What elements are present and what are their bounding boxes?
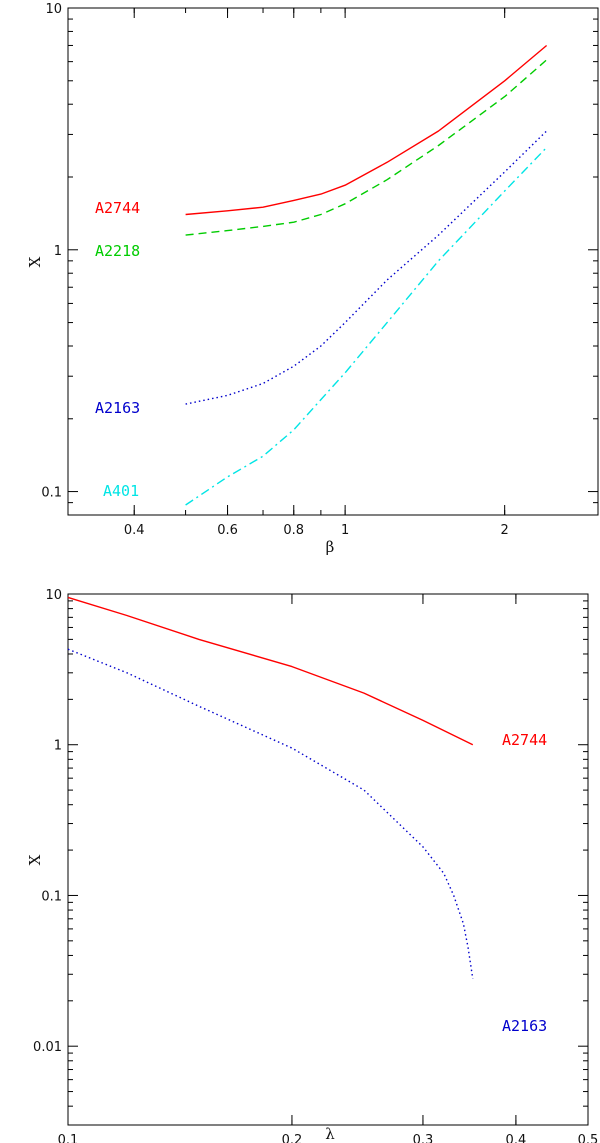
series-line-a2163: [185, 130, 548, 405]
series-label-a2163: A2163: [95, 399, 140, 417]
y-tick-label: 1: [54, 244, 62, 259]
x-tick-label: 0.1: [58, 1133, 79, 1143]
chart-panel-2: 0.01 0.1 1 10 0.1 0.2 0.3 0.4 0.5 Xλ A2744 A2163: [26, 588, 598, 1143]
series-label-a401: A401: [103, 482, 139, 500]
minor-ticks: [68, 594, 588, 1125]
y-tick-label: 10: [45, 2, 62, 17]
series-line-a2218: [185, 59, 548, 236]
x-tick-label: 0.8: [283, 523, 304, 538]
y-tick-label: 0.1: [41, 889, 62, 904]
y-tick-label: 0.1: [41, 486, 62, 501]
series-line-a2744: [67, 596, 474, 746]
series-label-a2744: A2744: [502, 731, 547, 749]
y-axis-label: X: [26, 256, 44, 267]
series-label-a2744: A2744: [95, 199, 140, 217]
x-axis-label: λ: [325, 1125, 335, 1143]
x-tick-label: 1: [341, 523, 349, 538]
x-tick-label: 0.5: [578, 1133, 599, 1143]
x-tick-label: 0.2: [282, 1133, 303, 1143]
minor-ticks: [67, 8, 598, 515]
series-line-a2163: [67, 648, 474, 979]
x-tick-label: 0.3: [413, 1133, 434, 1143]
y-tick-label: 1: [54, 739, 62, 754]
x-tick-label: 0.4: [506, 1133, 527, 1143]
chart-panel-1: 0.1 1 10 0.4 0.6 0.8 1 2 Xβ A2744 A2218 A2163 A401: [26, 2, 599, 556]
y-tick-label: 0.01: [33, 1040, 62, 1055]
y-axis-label: X: [26, 854, 44, 865]
plot-frame: [67, 7, 599, 516]
x-tick-label: 0.4: [124, 523, 145, 538]
x-tick-label: 2: [501, 523, 509, 538]
series-label-a2163: A2163: [502, 1017, 547, 1035]
x-axis-label: β: [326, 538, 335, 556]
series-line-a2744: [185, 44, 548, 216]
series-label-a2218: A2218: [95, 242, 140, 260]
x-tick-label: 0.6: [217, 523, 238, 538]
plot-frame: [67, 593, 589, 1126]
series-line-a401: [185, 147, 548, 506]
y-tick-label: 10: [45, 588, 62, 603]
